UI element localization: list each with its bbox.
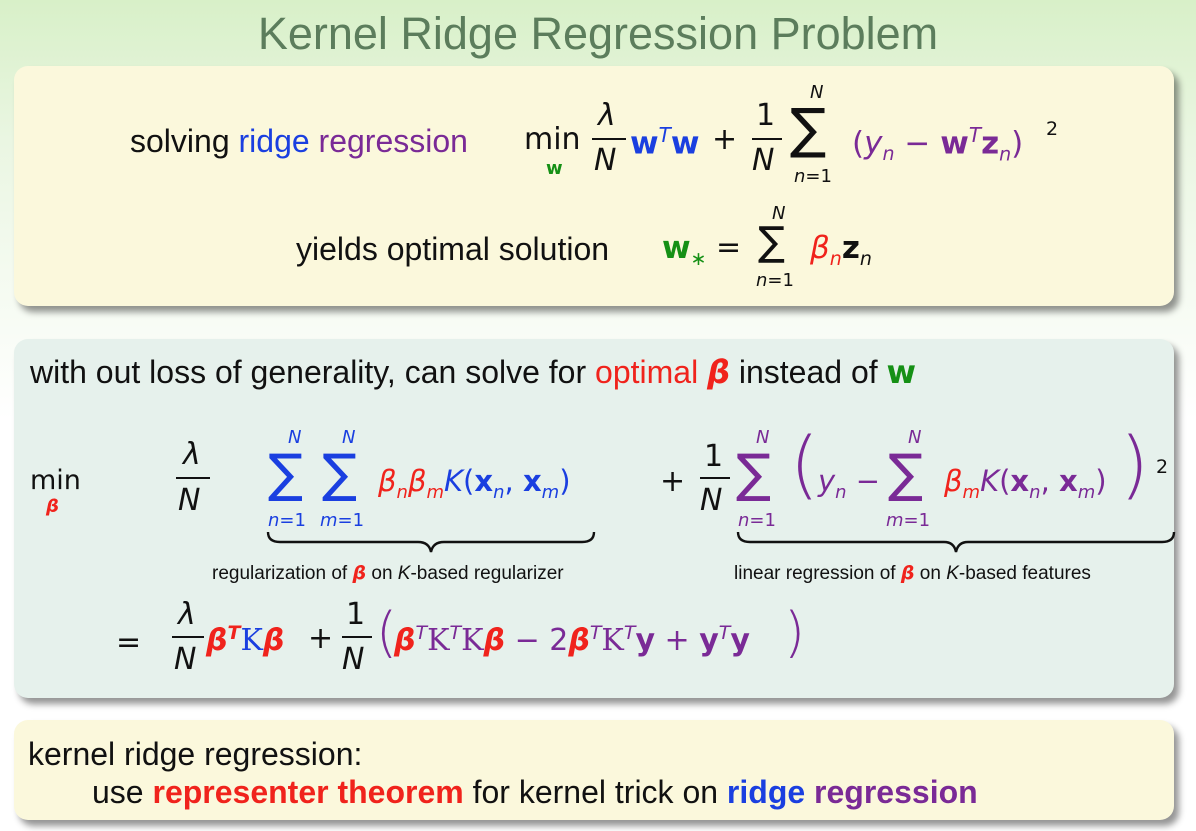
beta-solution-box [14, 339, 1174, 698]
sum-upper-n: N [756, 427, 770, 448]
kernel-feature-term: βmK(xn, xm) [944, 464, 1107, 503]
sum-symbol: ∑ [790, 97, 827, 160]
features-caption: linear regression of β on K-based featur… [734, 562, 1091, 584]
sum-symbol: ∑ [268, 444, 304, 504]
big-left-paren: ( [790, 422, 819, 508]
sum-upper-n: N [772, 203, 786, 224]
sum-lower-m1: m=1 [320, 510, 365, 531]
sum-lower-n1: n=1 [738, 510, 776, 531]
conclusion-statement: use representer theorem for kernel trick… [92, 774, 978, 810]
regularizer-underbrace [266, 531, 596, 553]
plus-sign: + [712, 122, 738, 157]
beta-n-z-n: βnzn [810, 230, 872, 271]
w-transpose-w: wTw [630, 123, 700, 162]
left-paren: ( [376, 601, 398, 664]
sum-upper-n: N [342, 427, 356, 448]
fraction-bar [172, 636, 204, 638]
squared-residual: (yn − wTzn) [852, 123, 1024, 166]
page-title: Kernel Ridge Regression Problem [257, 8, 939, 59]
fraction-bar [342, 636, 372, 638]
lambda-symbol: λ [183, 437, 201, 472]
min-subscript-w: w [546, 158, 563, 179]
sum-lower-m1: m=1 [886, 510, 931, 531]
conclusion-heading: kernel ridge regression: [28, 736, 363, 772]
w-star: w∗ [662, 230, 707, 271]
n-symbol: N [594, 143, 617, 178]
sum-upper-n: N [810, 82, 824, 103]
sum-lower-n1: n=1 [756, 270, 794, 291]
one-symbol: 1 [704, 439, 724, 474]
fraction-bar [700, 477, 730, 479]
n-symbol: N [174, 642, 197, 677]
generality-statement: with out loss of generality, can solve f… [30, 353, 917, 391]
conclusion-box [14, 720, 1174, 820]
fraction-bar [176, 477, 210, 479]
regularizer-caption: regularization of β on K-based regulariz… [212, 562, 564, 584]
big-right-paren: ) [1120, 422, 1149, 508]
n-symbol: N [700, 483, 723, 518]
sum-symbol: ∑ [322, 444, 358, 504]
plus-sign: + [660, 464, 686, 499]
fraction-bar [592, 138, 626, 140]
fraction-bar [752, 138, 782, 140]
features-underbrace [736, 531, 1176, 553]
one-symbol: 1 [756, 98, 776, 133]
square-exponent: 2 [1156, 456, 1169, 478]
sum-lower-n1: n=1 [794, 166, 832, 187]
residual-y: yn − [818, 464, 881, 503]
sum-upper-n: N [288, 427, 302, 448]
lambda-symbol: λ [598, 98, 616, 133]
sum-upper-n: N [908, 427, 922, 448]
n-symbol: N [342, 642, 365, 677]
loss-matrix-form: βTKTKβ − 2βTKTy + yTy [394, 622, 750, 658]
right-paren: ) [784, 601, 806, 664]
min-operator: min [524, 122, 581, 157]
n-symbol: N [752, 143, 775, 178]
equals-sign: = [116, 625, 142, 660]
sum-symbol: ∑ [758, 219, 785, 265]
square-exponent: 2 [1046, 118, 1059, 140]
lambda-symbol: λ [178, 597, 196, 632]
one-symbol: 1 [346, 597, 366, 632]
sum-symbol: ∑ [736, 444, 772, 504]
regularizer-term: βnβmK(xn, xm) [378, 464, 571, 503]
plus-sign: + [308, 621, 334, 656]
ridge-regression-statement: solving ridge regression [130, 123, 468, 159]
sum-lower-n1: n=1 [268, 510, 306, 531]
min-subscript-beta: β [46, 496, 59, 517]
sum-symbol: ∑ [888, 444, 924, 504]
n-symbol: N [178, 483, 201, 518]
min-operator: min [30, 465, 81, 496]
optimal-solution-statement: yields optimal solution [296, 231, 610, 267]
equals-sign: = [716, 230, 742, 265]
ridge-regression-box [14, 66, 1174, 306]
regularizer-matrix-form: βTKβ [206, 622, 285, 658]
